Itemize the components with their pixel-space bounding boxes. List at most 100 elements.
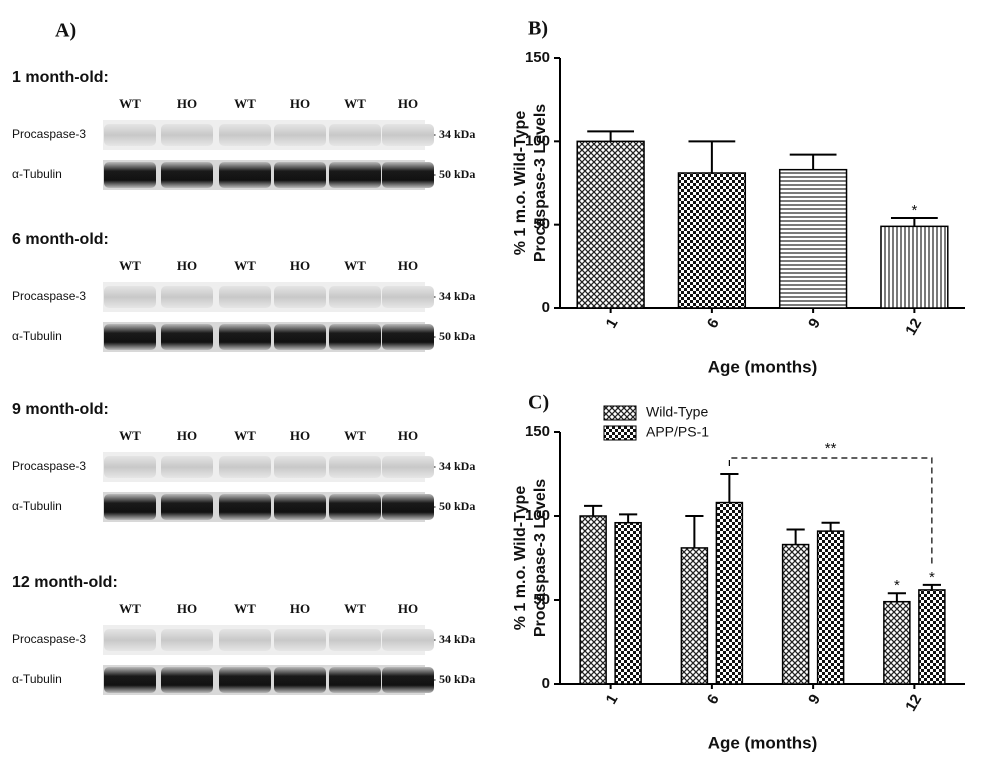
lane-label: HO — [290, 96, 310, 111]
row-label: α-Tubulin — [12, 672, 62, 686]
legend-swatch — [603, 425, 637, 441]
lane-label: WT — [234, 258, 256, 273]
y-tick-label: 50 — [533, 591, 550, 608]
significance-label: * — [894, 577, 900, 594]
size-marker: -- 50 kDa — [428, 499, 475, 513]
lane-label: HO — [177, 601, 197, 616]
error-bar — [619, 513, 638, 523]
blot-band — [161, 667, 213, 693]
x-tick-label: 12 — [902, 691, 925, 714]
bar — [883, 600, 911, 685]
error-bar — [688, 140, 736, 173]
y-axis-label: % 1 m.o. Wild-Type — [512, 111, 529, 256]
lane-label: WT — [344, 258, 366, 273]
row-label: α-Tubulin — [12, 329, 62, 343]
y-axis-label: Procaspase-3 Levels — [532, 479, 549, 637]
bracket-label: ** — [825, 440, 837, 457]
x-axis-label: Age (months) — [708, 357, 818, 376]
section-title: 1 month-old: — [12, 69, 109, 86]
bar — [680, 547, 709, 685]
size-marker: -- 34 kDa — [428, 459, 475, 473]
row-label: Procaspase-3 — [12, 127, 86, 141]
blot-band — [329, 162, 381, 188]
bar — [918, 589, 946, 685]
size-marker: -- 50 kDa — [428, 329, 475, 343]
lane-label: WT — [119, 258, 141, 273]
blot-band — [161, 124, 213, 146]
lane-label: HO — [398, 428, 418, 443]
lane-label: WT — [119, 96, 141, 111]
blot-band — [382, 162, 434, 188]
x-tick-label: 1 — [603, 315, 622, 331]
y-axis-label: Procaspase-3 Levels — [532, 104, 549, 262]
lane-label: WT — [344, 601, 366, 616]
section-title: 6 month-old: — [12, 231, 109, 248]
blot-band — [329, 667, 381, 693]
error-bar — [789, 153, 837, 170]
bar — [778, 168, 848, 309]
lane-label: WT — [344, 428, 366, 443]
x-tick-label: 6 — [704, 691, 723, 707]
bar — [715, 501, 744, 685]
panel-label: A) — [55, 20, 76, 42]
blot-band — [329, 629, 381, 651]
blot-band — [274, 162, 326, 188]
blot-band — [274, 667, 326, 693]
blot-band — [329, 456, 381, 478]
bar — [816, 530, 845, 685]
panel-label: C) — [528, 392, 549, 414]
lane-label: WT — [119, 601, 141, 616]
x-tick-label: 9 — [805, 315, 824, 331]
blot-band — [274, 494, 326, 520]
x-tick-label: 6 — [704, 315, 723, 331]
blot-band — [104, 667, 156, 693]
bar — [576, 140, 645, 309]
lane-label: HO — [398, 258, 418, 273]
y-tick-label: 100 — [525, 507, 550, 524]
row-label: α-Tubulin — [12, 167, 62, 181]
blot-band — [104, 494, 156, 520]
blot-band — [274, 324, 326, 350]
blot-band — [161, 629, 213, 651]
bar — [880, 225, 949, 309]
blot-band — [219, 124, 271, 146]
x-tick-label: 12 — [902, 315, 925, 338]
blot-band — [382, 324, 434, 350]
blot-band — [329, 324, 381, 350]
blot-band — [329, 494, 381, 520]
blot-band — [382, 629, 434, 651]
blot-band — [104, 286, 156, 308]
blot-band — [161, 162, 213, 188]
lane-label: HO — [290, 428, 310, 443]
error-bar — [786, 528, 805, 545]
bar — [677, 172, 747, 309]
size-marker: -- 50 kDa — [428, 167, 475, 181]
legend-label: Wild-Type — [646, 404, 708, 420]
error-bar — [720, 473, 739, 503]
error-bar — [584, 504, 603, 516]
x-tick-label: 9 — [805, 691, 824, 707]
panel-label: B) — [528, 18, 548, 40]
significance-label: * — [911, 202, 917, 219]
blot-band — [161, 324, 213, 350]
lane-label: HO — [177, 258, 197, 273]
blot-band — [161, 286, 213, 308]
blot-band — [104, 456, 156, 478]
lane-label: HO — [177, 428, 197, 443]
blot-band — [274, 456, 326, 478]
blot-band — [219, 162, 271, 188]
blot-band — [219, 494, 271, 520]
blot-band — [104, 324, 156, 350]
y-tick-label: 0 — [542, 299, 550, 316]
blot-band — [382, 494, 434, 520]
blot-band — [382, 124, 434, 146]
blot-band — [104, 124, 156, 146]
blot-band — [161, 494, 213, 520]
lane-label: WT — [234, 601, 256, 616]
row-label: α-Tubulin — [12, 499, 62, 513]
bar — [579, 515, 607, 685]
lane-label: HO — [290, 258, 310, 273]
blot-band — [274, 286, 326, 308]
lane-label: HO — [398, 96, 418, 111]
